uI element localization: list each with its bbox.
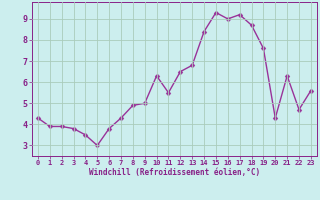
- X-axis label: Windchill (Refroidissement éolien,°C): Windchill (Refroidissement éolien,°C): [89, 168, 260, 177]
